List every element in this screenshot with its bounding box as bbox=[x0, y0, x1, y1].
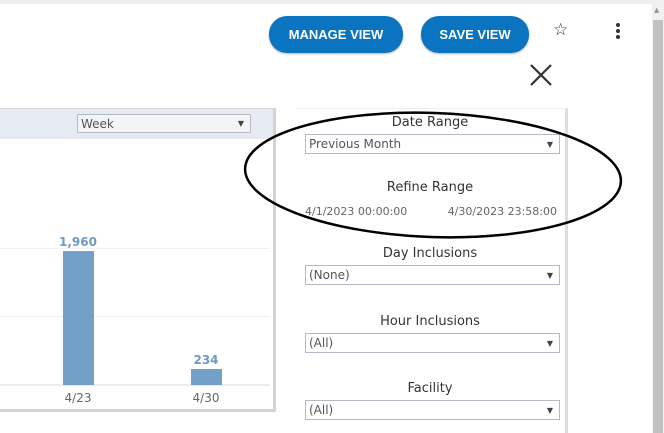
chart-panel: Week ▼ 1,960 4/23 234 4/30 bbox=[0, 108, 276, 412]
save-view-button[interactable]: SAVE VIEW bbox=[421, 16, 529, 53]
vertical-scrollbar[interactable]: ▲ bbox=[652, 0, 664, 433]
refine-range-start[interactable]: 4/1/2023 00:00:00 bbox=[305, 205, 408, 218]
granularity-value: Week bbox=[81, 116, 114, 131]
filter-panel: Date Range Previous Month ▼ Refine Range … bbox=[296, 108, 568, 433]
date-range-label: Date Range bbox=[391, 115, 469, 130]
bar-chart: 1,960 4/23 234 4/30 bbox=[0, 235, 270, 405]
day-inclusions-select[interactable]: (None) ▼ bbox=[305, 265, 560, 285]
hour-inclusions-select[interactable]: (All) ▼ bbox=[305, 333, 560, 353]
close-icon[interactable] bbox=[528, 62, 554, 92]
dropdown-arrow-icon: ▼ bbox=[546, 270, 553, 280]
day-inclusions-label: Day Inclusions bbox=[382, 246, 478, 261]
x-tick-label: 4/23 bbox=[65, 391, 92, 405]
refine-range-label: Refine Range bbox=[386, 180, 474, 195]
x-tick-label: 4/30 bbox=[193, 391, 220, 405]
data-label: 234 bbox=[193, 353, 218, 367]
date-range-value: Previous Month bbox=[309, 137, 402, 151]
star-icon[interactable]: ☆ bbox=[553, 20, 569, 40]
dropdown-arrow-icon: ▼ bbox=[237, 119, 244, 128]
facility-value: (All) bbox=[309, 403, 334, 417]
dropdown-arrow-icon: ▼ bbox=[546, 139, 553, 149]
bar bbox=[63, 251, 94, 385]
refine-range-end[interactable]: 4/30/2023 23:58:00 bbox=[447, 205, 557, 218]
manage-view-button[interactable]: MANAGE VIEW bbox=[269, 16, 403, 53]
dropdown-arrow-icon: ▼ bbox=[546, 338, 553, 348]
scroll-up-icon[interactable]: ▲ bbox=[654, 6, 660, 14]
kebab-menu-icon[interactable] bbox=[614, 22, 622, 46]
scrollbar-thumb[interactable] bbox=[653, 20, 663, 433]
hour-inclusions-value: (All) bbox=[309, 336, 334, 350]
top-divider bbox=[0, 0, 652, 4]
day-inclusions-value: (None) bbox=[309, 268, 350, 282]
facility-label: Facility bbox=[407, 381, 453, 396]
hour-inclusions-label: Hour Inclusions bbox=[380, 314, 480, 329]
facility-select[interactable]: (All) ▼ bbox=[305, 400, 560, 420]
date-range-select[interactable]: Previous Month ▼ bbox=[305, 134, 560, 154]
bar bbox=[191, 369, 222, 385]
data-label: 1,960 bbox=[59, 235, 97, 249]
dropdown-arrow-icon: ▼ bbox=[546, 405, 553, 415]
